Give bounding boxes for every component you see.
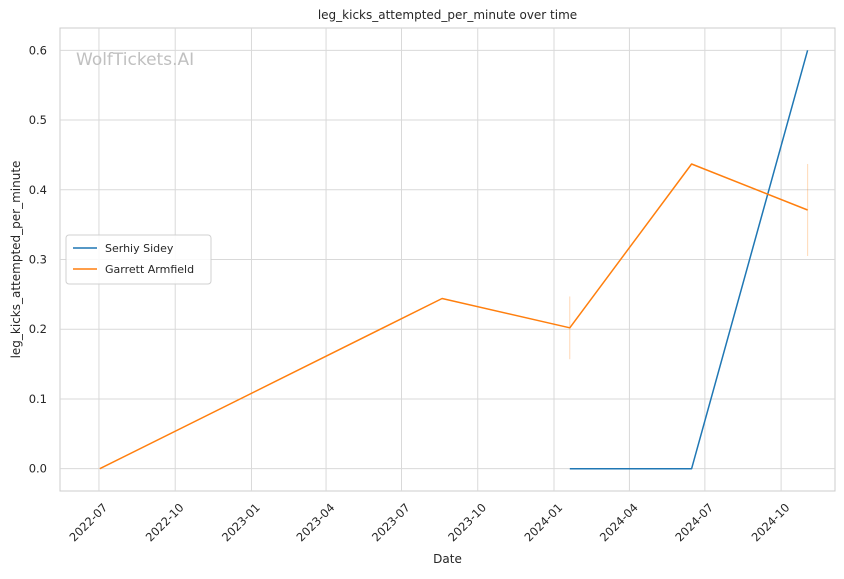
y-tick-label: 0.2 bbox=[29, 322, 47, 336]
x-axis-title: Date bbox=[433, 552, 462, 566]
garrett-armfield-line bbox=[99, 163, 808, 470]
grid-lines bbox=[60, 28, 835, 491]
y-tick-label: 0.3 bbox=[29, 253, 47, 267]
watermark-text: WolfTickets.AI bbox=[76, 50, 194, 70]
chart-title: leg_kicks_attempted_per_minute over time bbox=[318, 8, 577, 22]
legend: Serhiy Sidey Garrett Armfield bbox=[65, 234, 212, 285]
y-tick-label: 0.0 bbox=[29, 462, 47, 476]
y-tick-label: 0.1 bbox=[29, 392, 47, 406]
legend-label: Garrett Armfield bbox=[105, 263, 194, 276]
y-tick-label: 0.5 bbox=[29, 113, 47, 127]
y-tick-label: 0.4 bbox=[29, 183, 47, 197]
legend-label: Serhiy Sidey bbox=[105, 242, 174, 255]
y-axis-title: leg_kicks_attempted_per_minute bbox=[9, 161, 23, 359]
series-lines bbox=[99, 50, 809, 470]
serhiy-sidey-line bbox=[569, 50, 809, 470]
y-tick-label: 0.6 bbox=[29, 43, 47, 57]
legend-box bbox=[65, 234, 212, 285]
